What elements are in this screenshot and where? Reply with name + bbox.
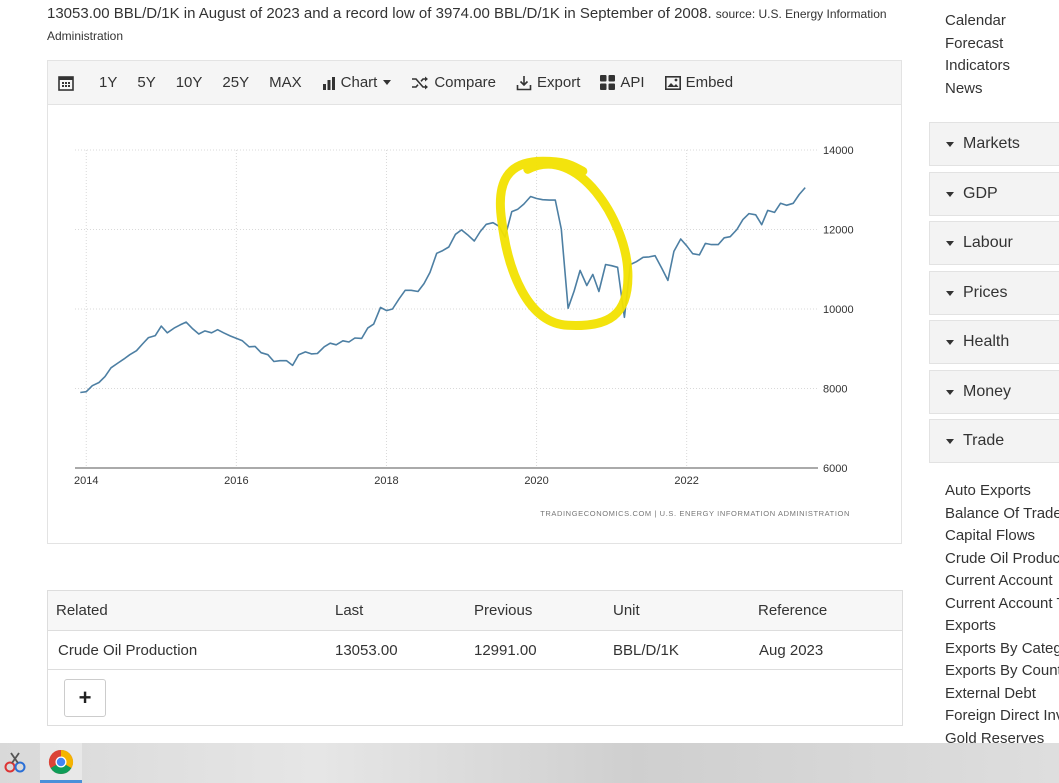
x-tick-label: 2022 xyxy=(674,475,698,487)
image-icon xyxy=(664,75,681,90)
x-tick-label: 2020 xyxy=(524,475,548,487)
y-tick-label: 12000 xyxy=(823,225,854,237)
category-label: Labour xyxy=(963,234,1013,251)
grid-icon xyxy=(600,75,616,90)
caret-down-icon xyxy=(946,290,954,296)
category-health[interactable]: Health xyxy=(929,320,1059,364)
chart-type-label: Chart xyxy=(340,74,378,91)
range-1y-button[interactable]: 1Y xyxy=(99,74,118,91)
category-label: Markets xyxy=(963,135,1020,152)
header-previous: Previous xyxy=(474,602,533,619)
y-tick-label: 14000 xyxy=(823,145,854,157)
trade-link-exports-by-country[interactable]: Exports By Country xyxy=(945,662,1059,679)
header-reference: Reference xyxy=(758,602,828,619)
line-chart: 6000 8000 10000 12000 14000 2014 2016 2018 2020 2… xyxy=(74,145,854,518)
unit-value: BBL/D/1K xyxy=(613,642,679,659)
annotation-circle xyxy=(495,156,633,331)
trade-link-auto-exports[interactable]: Auto Exports xyxy=(945,482,1031,499)
category-label: Trade xyxy=(963,432,1005,449)
category-label: Health xyxy=(963,333,1010,350)
category-label: Prices xyxy=(963,284,1008,301)
compare-label: Compare xyxy=(434,74,497,91)
sidebar: Calendar Forecast Indicators News Market… xyxy=(929,0,1059,743)
trade-link-current-account[interactable]: Current Account xyxy=(945,572,1053,589)
trade-link-current-account-to-gdp[interactable]: Current Account To GDP xyxy=(945,594,1059,612)
trade-link-crude-oil-production[interactable]: Crude Oil Production xyxy=(945,549,1059,567)
header-unit: Unit xyxy=(613,602,640,619)
related-name-link[interactable]: Crude Oil Production xyxy=(58,642,198,659)
sidebar-link-news[interactable]: News xyxy=(945,79,983,97)
api-label: API xyxy=(620,74,645,91)
reference-value: Aug 2023 xyxy=(759,642,824,659)
x-tick-label: 2018 xyxy=(374,475,398,487)
caret-down-icon xyxy=(946,438,954,444)
chart-type-dropdown[interactable]: Chart xyxy=(322,74,392,91)
embed-label: Embed xyxy=(685,74,734,91)
trade-link-exports-by-category[interactable]: Exports By Category xyxy=(945,639,1059,657)
sidebar-link-indicators[interactable]: Indicators xyxy=(945,57,1011,75)
export-button[interactable]: Export xyxy=(516,74,580,91)
category-money[interactable]: Money xyxy=(929,370,1059,414)
x-tick-label: 2016 xyxy=(224,475,248,487)
embed-button[interactable]: Embed xyxy=(664,74,734,91)
sidebar-top-links: Calendar Forecast Indicators News xyxy=(945,10,1010,100)
header-last: Last xyxy=(335,602,364,619)
category-label: Money xyxy=(963,383,1012,400)
range-25y-button[interactable]: 25Y xyxy=(222,74,250,91)
chrome-icon[interactable] xyxy=(40,743,82,783)
trade-link-foreign-direct-investment[interactable]: Foreign Direct Investment xyxy=(945,707,1059,724)
y-tick-label: 10000 xyxy=(823,304,854,316)
category-gdp[interactable]: GDP xyxy=(929,172,1059,216)
chart-toolbar: 1Y 5Y 10Y 25Y MAX Chart Compare Export A… xyxy=(48,61,901,105)
category-label: GDP xyxy=(963,185,998,202)
trade-link-external-debt[interactable]: External Debt xyxy=(945,684,1036,702)
export-label: Export xyxy=(537,74,581,91)
description-sentence: 13053.00 BBL/D/1K in August of 2023 and … xyxy=(47,5,712,22)
chart-panel: 1Y 5Y 10Y 25Y MAX Chart Compare Export A… xyxy=(47,60,902,544)
snipping-tool-icon[interactable] xyxy=(0,743,30,783)
range-10y-button[interactable]: 10Y xyxy=(175,74,203,91)
shuffle-icon xyxy=(412,76,429,89)
y-tick-label: 8000 xyxy=(823,384,847,396)
range-max-button[interactable]: MAX xyxy=(269,74,302,91)
chart-watermark: TRADINGECONOMICS.COM | U.S. ENERGY INFOR… xyxy=(540,509,850,518)
add-related-button[interactable]: + xyxy=(64,679,106,717)
range-5y-button[interactable]: 5Y xyxy=(137,74,156,91)
caret-down-icon xyxy=(946,240,954,246)
category-labour[interactable]: Labour xyxy=(929,221,1059,265)
caret-down-icon xyxy=(946,141,954,147)
api-button[interactable]: API xyxy=(600,74,645,91)
download-icon xyxy=(516,75,532,90)
y-tick-label: 6000 xyxy=(823,463,847,475)
related-table-header: Related Last Previous Unit Reference xyxy=(48,591,902,631)
taskbar xyxy=(0,743,1059,783)
header-related: Related xyxy=(56,602,108,619)
series-line xyxy=(80,187,806,394)
caret-down-icon xyxy=(946,339,954,345)
x-tick-label: 2014 xyxy=(74,475,98,487)
sidebar-link-forecast[interactable]: Forecast xyxy=(945,34,1004,52)
description-text: 13053.00 BBL/D/1K in August of 2023 and … xyxy=(47,3,907,47)
category-trade[interactable]: Trade xyxy=(929,419,1059,463)
chevron-down-icon xyxy=(383,80,392,85)
source-label: source: U.S. Energy Information Administ… xyxy=(47,7,887,43)
trade-link-gold-reserves[interactable]: Gold Reserves xyxy=(945,729,1045,744)
bar-chart-icon xyxy=(322,76,335,90)
category-markets[interactable]: Markets xyxy=(929,122,1059,166)
trade-link-balance-of-trade[interactable]: Balance Of Trade xyxy=(945,504,1059,522)
trade-link-capital-flows[interactable]: Capital Flows xyxy=(945,527,1036,544)
trade-link-exports[interactable]: Exports xyxy=(945,617,996,634)
related-table: Related Last Previous Unit Reference Cru… xyxy=(47,590,903,726)
last-value: 13053.00 xyxy=(335,642,398,659)
trade-links: Auto Exports Balance Of Trade Capital Fl… xyxy=(945,480,1059,743)
compare-button[interactable]: Compare xyxy=(411,74,496,91)
caret-down-icon xyxy=(946,191,954,197)
category-prices[interactable]: Prices xyxy=(929,271,1059,315)
calendar-icon[interactable] xyxy=(58,75,79,91)
previous-value: 12991.00 xyxy=(474,642,537,659)
caret-down-icon xyxy=(946,389,954,395)
sidebar-link-calendar[interactable]: Calendar xyxy=(945,12,1006,29)
table-row[interactable]: Crude Oil Production 13053.00 12991.00 B… xyxy=(48,631,902,670)
